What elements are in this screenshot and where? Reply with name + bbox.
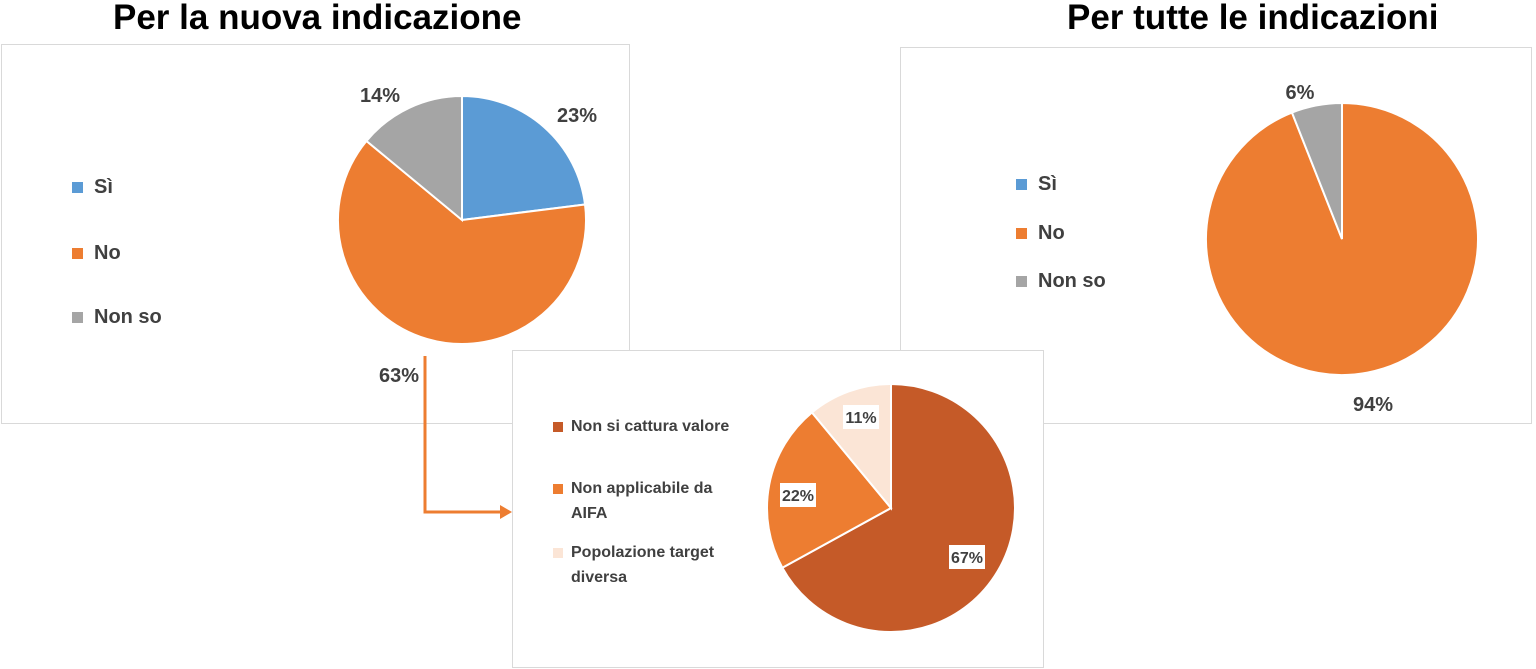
pie-slice-no <box>337 139 587 345</box>
legend-swatch-si <box>72 182 83 193</box>
legend-label-non-si-cattura-valore: Non si cattura valore <box>571 418 730 435</box>
pie-chart-all-indications: 94% 6% <box>1205 82 1480 416</box>
legend-label-si: Sì <box>1038 173 1057 195</box>
data-label-box-non-applicabile-da-aifa <box>780 483 816 507</box>
pie-slice-non-so <box>365 94 463 223</box>
chart-title-all-indications: Per tutte le indicazioni <box>1067 0 1439 37</box>
legend-swatch-non-so <box>1016 276 1027 287</box>
pie-chart-no-breakdown: 67% 22% 11% <box>766 382 1016 633</box>
chart-panel-new-indication: Sì No Non so 23% 63% 14% <box>1 44 630 424</box>
pie-slice-non-so <box>1290 101 1343 240</box>
legend-swatch-no <box>1016 228 1027 239</box>
legend-label-no: No <box>1038 222 1065 244</box>
data-label-box-non-si-cattura-valore <box>949 545 985 569</box>
data-label-non-applicabile-da-aifa: 22% <box>782 488 814 505</box>
chart-panel-no-breakdown: Non si cattura valore Non applicabile da… <box>512 350 1044 668</box>
data-label-non-si-cattura-valore: 67% <box>951 550 983 567</box>
connector-arrowhead <box>500 505 512 519</box>
legend-swatch-no <box>72 248 83 259</box>
legend-label-popolazione-target-diversa: Popolazione target diversa <box>571 544 715 586</box>
legend-swatch-non-applicabile-da-aifa <box>553 484 563 494</box>
legend-swatch-popolazione-target-diversa <box>553 548 563 558</box>
pie-chart-new-indication: 23% 63% 14% <box>337 85 597 387</box>
legend-swatch-non-si-cattura-valore <box>553 422 563 432</box>
legend-swatch-non-so <box>72 312 83 323</box>
chart-title-new-indication: Per la nuova indicazione <box>113 0 522 37</box>
data-label-no: 94% <box>1353 394 1393 416</box>
legend-label-non-applicabile-da-aifa: Non applicabile da AIFA <box>571 480 713 522</box>
legend-label-non-so: Non so <box>94 306 162 328</box>
legend-label-non-so: Non so <box>1038 270 1106 292</box>
data-label-box-popolazione-target-diversa <box>843 405 879 429</box>
legend-label-si: Sì <box>94 176 113 198</box>
data-label-no: 63% <box>379 365 419 387</box>
pie-slice-si <box>461 94 587 222</box>
data-label-non-so: 6% <box>1286 82 1315 104</box>
data-label-non-so: 14% <box>360 85 400 107</box>
data-label-popolazione-target-diversa: 11% <box>845 410 876 427</box>
pie-slice-non-applicabile-da-aifa <box>766 411 893 570</box>
legend-label-no: No <box>94 242 121 264</box>
data-label-si: 23% <box>557 105 597 127</box>
legend-swatch-si <box>1016 179 1027 190</box>
pie-slice-non-si-cattura-valore <box>780 382 1016 633</box>
